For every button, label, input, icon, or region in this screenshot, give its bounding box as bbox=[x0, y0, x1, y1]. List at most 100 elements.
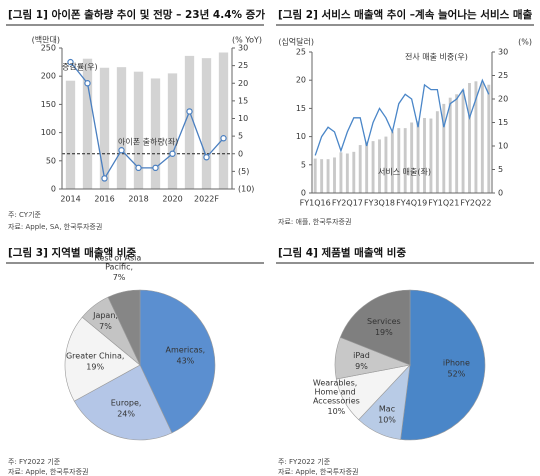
slice-label: Greater China, bbox=[66, 351, 124, 360]
bar bbox=[358, 145, 362, 193]
footnote: 주: FY2022 기준 bbox=[278, 457, 331, 466]
pie-slice bbox=[339, 289, 411, 366]
y-tick-label: 50 bbox=[46, 156, 56, 165]
y-tick-label: 25 bbox=[296, 48, 306, 57]
slice-label: Services bbox=[367, 317, 401, 326]
bar bbox=[116, 67, 127, 189]
slice-value-label: 7% bbox=[99, 322, 112, 331]
bar bbox=[313, 158, 317, 193]
y-tick-label: 100 bbox=[41, 128, 56, 137]
pie-slice bbox=[107, 289, 141, 366]
x-tick-label: FY1Q21 bbox=[428, 199, 459, 208]
line-marker bbox=[203, 154, 210, 161]
slice-value-label: 10% bbox=[327, 407, 345, 416]
y-tick-label: 200 bbox=[41, 72, 56, 81]
bar bbox=[429, 118, 433, 193]
bar bbox=[320, 159, 324, 193]
chart-title: [그림 2] 서비스 매출액 추이 –계속 늘어나는 서비스 매출 bbox=[278, 8, 533, 21]
slice-value-label: 24% bbox=[117, 409, 135, 418]
bar bbox=[384, 136, 388, 193]
bar bbox=[397, 128, 401, 193]
slice-label: Rest of Asia Pacific, bbox=[94, 253, 144, 271]
bar bbox=[352, 151, 356, 193]
y-tick-label: 0 bbox=[301, 189, 306, 198]
footnote: 주: CY기준 bbox=[8, 210, 42, 219]
bar bbox=[448, 97, 452, 193]
line-series bbox=[314, 78, 490, 156]
line-marker bbox=[152, 164, 159, 172]
line-marker bbox=[118, 147, 125, 154]
axis-frame bbox=[61, 48, 233, 190]
chart-title: [그림 1] 아이폰 출하량 추이 및 전망 – 23년 4.4% 증가 bbox=[8, 8, 265, 21]
pie-slice bbox=[400, 289, 486, 441]
slice-value-label: 52% bbox=[448, 369, 466, 378]
line-marker bbox=[101, 175, 108, 182]
line-marker bbox=[135, 164, 142, 172]
bar bbox=[218, 52, 229, 190]
y-axis-label: (백만대) bbox=[32, 35, 60, 45]
y2-axis-label: (% YoY) bbox=[232, 36, 262, 45]
y2-tick-label: 0 bbox=[238, 149, 243, 158]
y-axis-label: (십억달러) bbox=[278, 37, 314, 47]
y-tick-label: 5 bbox=[301, 160, 306, 169]
y-tick-label: 10 bbox=[296, 132, 306, 141]
y2-tick-label: 5 bbox=[238, 132, 243, 141]
y2-tick-label: 25 bbox=[238, 61, 248, 70]
bar bbox=[339, 152, 343, 193]
footnote: 자료: 애플, 한국투자증권 bbox=[278, 217, 351, 226]
slice-label: Japan, bbox=[92, 311, 118, 320]
x-tick-label: 2016 bbox=[94, 195, 114, 204]
x-tick-label: 2014 bbox=[60, 195, 80, 204]
footnote: 자료: Apple, SA, 한국투자증권 bbox=[8, 222, 102, 231]
slice-value-label: 7% bbox=[113, 273, 126, 282]
x-tick-label: FY2Q22 bbox=[460, 199, 491, 208]
y-tick-label: 0 bbox=[51, 185, 56, 194]
y2-tick-label: (5) bbox=[238, 167, 249, 176]
bar bbox=[487, 84, 491, 193]
x-tick-label: 2020 bbox=[162, 195, 182, 204]
bar bbox=[184, 55, 195, 190]
line-series bbox=[69, 61, 224, 181]
x-tick-label: FY2Q17 bbox=[332, 199, 363, 208]
x-tick-label: FY1Q16 bbox=[300, 199, 331, 208]
legend-label: 전사 매출 비중(우) bbox=[405, 52, 468, 62]
slice-value-label: 43% bbox=[176, 356, 194, 365]
bar bbox=[371, 141, 375, 193]
y2-tick-label: 10 bbox=[498, 142, 508, 151]
line-marker bbox=[220, 135, 227, 142]
slice-label: Europe, bbox=[111, 398, 142, 407]
legend-label: 아이폰 출하량(좌) bbox=[118, 137, 178, 147]
slice-label: iPhone bbox=[443, 358, 470, 367]
legend-label: 증감률(우) bbox=[62, 62, 98, 72]
bar bbox=[378, 139, 381, 193]
chart-title: [그림 4] 제품별 매출액 비중 bbox=[278, 246, 406, 259]
y2-tick-label: 10 bbox=[238, 114, 248, 123]
bar bbox=[474, 81, 478, 193]
footnote: 자료: Apple, 한국투자증권 bbox=[8, 467, 88, 476]
y2-tick-label: 30 bbox=[238, 44, 248, 53]
y-tick-label: 250 bbox=[41, 44, 56, 53]
y2-tick-label: 5 bbox=[498, 165, 503, 174]
bar bbox=[390, 131, 394, 193]
pie-slice bbox=[64, 316, 141, 402]
bar bbox=[365, 141, 369, 193]
bar bbox=[333, 157, 336, 193]
bar bbox=[468, 83, 471, 193]
bar bbox=[442, 103, 446, 193]
slice-value-label: 10% bbox=[378, 415, 396, 424]
y2-tick-label: (10) bbox=[238, 185, 254, 194]
bar bbox=[201, 58, 212, 189]
bar bbox=[423, 117, 426, 193]
x-tick-label: 2018 bbox=[128, 195, 148, 204]
bar bbox=[150, 78, 161, 189]
y2-tick-label: 0 bbox=[498, 189, 503, 198]
bar bbox=[480, 82, 484, 193]
bar bbox=[416, 121, 420, 193]
footnote: 자료: Apple, 한국투자증권 bbox=[278, 467, 358, 476]
y-tick-label: 20 bbox=[296, 76, 306, 85]
y2-tick-label: 25 bbox=[498, 71, 508, 80]
pie-slice bbox=[73, 364, 173, 441]
line-marker bbox=[67, 58, 74, 66]
line-marker bbox=[169, 150, 176, 157]
slice-label: Mac bbox=[379, 404, 395, 413]
